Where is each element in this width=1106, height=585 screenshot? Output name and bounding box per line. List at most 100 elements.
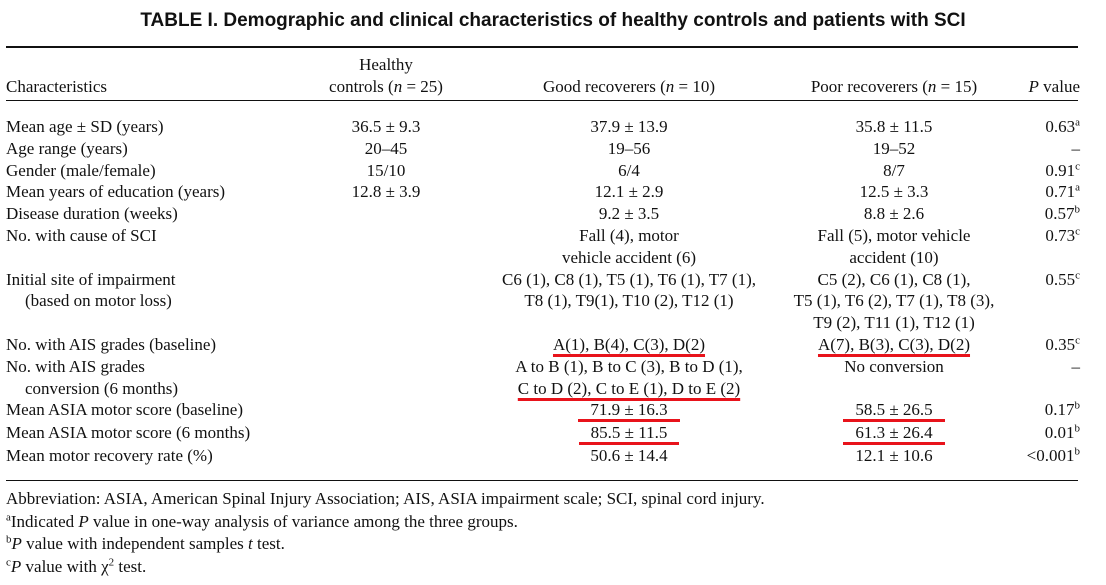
cell-pvalue: 0.01b xyxy=(1007,422,1080,445)
footnote-text: test. xyxy=(114,556,147,576)
pvalue-text: 0.73 xyxy=(1045,225,1076,245)
pvalue-mark: c xyxy=(1075,268,1080,281)
cell-good: 9.2 ± 3.5 xyxy=(598,204,660,224)
footnotes: Abbreviation: ASIA, American Spinal Inju… xyxy=(6,488,765,578)
pvalue-mark: b xyxy=(1074,445,1081,458)
cell-poor: 8/7 xyxy=(883,160,905,180)
pvalue-text: – xyxy=(1071,138,1081,158)
cell-pvalue: 0.91c xyxy=(1007,160,1080,182)
cell-good: 19–56 xyxy=(607,138,651,158)
row-label: Initial site of impairment (based on mot… xyxy=(6,269,295,334)
table-row: No. with cause of SCI Fall (4), motor ve… xyxy=(6,225,1080,269)
table-row: Mean age ± SD (years) 36.5 ± 9.3 37.9 ± … xyxy=(6,116,1080,138)
header-characteristics: Characteristics xyxy=(6,77,108,97)
footnote-mark: c xyxy=(6,555,11,568)
cell-pvalue: 0.57b xyxy=(1007,203,1080,225)
cell-line: C to D (2), C to E (1), D to E (2) xyxy=(477,378,781,400)
cell-line: C6 (1), C8 (1), T5 (1), T6 (1), T7 (1), xyxy=(501,269,757,289)
row-label: Mean ASIA motor score (6 months) xyxy=(6,423,251,443)
highlighted-value: A(7), B(3), C(3), D(2) xyxy=(817,334,971,354)
row-label: No. with AIS grades (baseline) xyxy=(6,334,217,354)
cell-poor: 12.5 ± 3.3 xyxy=(859,182,929,202)
footnote-abbreviation: Abbreviation: ASIA, American Spinal Inju… xyxy=(6,489,765,508)
cell-line: T9 (2), T11 (1), T12 (1) xyxy=(813,313,975,333)
table-row: Mean ASIA motor score (baseline) 71.9 ± … xyxy=(6,399,1080,423)
cell-pvalue: <0.001b xyxy=(1007,445,1080,467)
top-rule xyxy=(6,46,1078,48)
highlighted-value: 61.3 ± 26.4 xyxy=(843,423,945,446)
cell-healthy xyxy=(295,422,477,445)
highlighted-value: 71.9 ± 16.3 xyxy=(578,400,680,423)
footnote-text: value in one-way analysis of variance am… xyxy=(88,511,518,531)
cell-good: 50.6 ± 14.4 xyxy=(590,446,668,466)
label-line: No. with AIS grades xyxy=(6,356,145,376)
table-row: Mean years of education (years) 12.8 ± 3… xyxy=(6,181,1080,203)
pvalue-text: 0.63 xyxy=(1045,117,1076,136)
footnote-text: value with χ xyxy=(21,556,109,576)
footnote-text: Indicated xyxy=(10,511,79,531)
footnote-mark: b xyxy=(6,533,12,546)
cell-healthy xyxy=(295,356,477,400)
cell-line: T5 (1), T6 (2), T7 (1), T8 (3), xyxy=(793,291,995,311)
highlighted-value: 58.5 ± 26.5 xyxy=(843,400,945,423)
characteristics-table: Characteristics Healthy controls (n = 25… xyxy=(6,53,1080,467)
cell-pvalue: 0.71a xyxy=(1007,181,1080,203)
cell-poor: 12.1 ± 10.6 xyxy=(855,446,933,466)
table-title: TABLE I. Demographic and clinical charac… xyxy=(140,10,966,31)
cell-line: T8 (1), T9(1), T10 (2), T12 (1) xyxy=(524,291,734,311)
row-label: Mean age ± SD (years) xyxy=(6,117,164,136)
cell-line: C5 (2), C6 (1), C8 (1), xyxy=(817,269,971,289)
cell-pvalue: – xyxy=(1007,356,1081,400)
cell-line: vehicle accident (6) xyxy=(561,247,697,267)
pvalue-mark: c xyxy=(1075,334,1080,347)
pvalue-mark: a xyxy=(1075,181,1080,194)
header-rule xyxy=(6,100,1078,101)
pvalue-mark: b xyxy=(1074,203,1081,216)
row-label: Mean ASIA motor score (baseline) xyxy=(6,400,243,420)
cell-pvalue: – xyxy=(1007,138,1081,160)
row-label: No. with cause of SCI xyxy=(6,225,157,245)
cell-good: Fall (4), motor vehicle accident (6) xyxy=(477,225,781,269)
row-label: Gender (male/female) xyxy=(6,160,156,180)
p-symbol: P xyxy=(11,534,22,553)
pvalue-mark: c xyxy=(1075,225,1080,238)
table-row: Disease duration (weeks) 9.2 ± 3.5 8.8 ±… xyxy=(6,203,1080,225)
pvalue-mark: b xyxy=(1074,422,1081,435)
cell-poor: A(7), B(3), C(3), D(2) xyxy=(781,334,1007,356)
cell-pvalue: 0.17b xyxy=(1007,399,1080,422)
cell-good: 71.9 ± 16.3 xyxy=(477,399,781,423)
p-symbol: P xyxy=(10,556,22,576)
header-healthy-line1: Healthy xyxy=(359,55,413,75)
cell-line: A to B (1), B to C (3), B to D (1), xyxy=(515,356,743,376)
cell-good: 85.5 ± 11.5 xyxy=(477,422,781,446)
footnote-mark: a xyxy=(6,510,11,523)
table-row: No. with AIS grades (baseline) A(1), B(4… xyxy=(6,334,1080,356)
cell-good: 12.1 ± 2.9 xyxy=(594,182,664,202)
pvalue-text: 0.55 xyxy=(1045,269,1076,289)
footnote-text: test. xyxy=(252,534,285,553)
cell-poor: 35.8 ± 11.5 xyxy=(855,117,933,136)
label-line: (based on motor loss) xyxy=(25,291,172,311)
cell-poor: Fall (5), motor vehicle accident (10) xyxy=(781,225,1007,269)
pvalue-mark: c xyxy=(1075,159,1080,172)
table-row: Gender (male/female) 15/10 6/4 8/7 0.91c xyxy=(6,160,1080,182)
p-symbol: P xyxy=(78,511,89,531)
header-good: Good recoverers (n = 10) xyxy=(543,77,715,97)
cell-healthy: 20–45 xyxy=(364,138,408,158)
cell-poor: 58.5 ± 26.5 xyxy=(781,399,1007,423)
row-label: Disease duration (weeks) xyxy=(6,204,178,224)
cell-pvalue: 0.35c xyxy=(1007,334,1080,356)
pvalue-text: – xyxy=(1071,356,1081,376)
cell-line: accident (10) xyxy=(849,247,939,267)
pvalue-text: 0.17 xyxy=(1044,400,1075,420)
footnote-b: bP value with independent samples t test… xyxy=(6,533,765,556)
cell-healthy xyxy=(295,445,477,467)
pvalue-mark: b xyxy=(1074,399,1081,412)
cell-poor: No conversion xyxy=(844,356,944,376)
cell-pvalue: 0.55c xyxy=(1007,269,1080,334)
cell-healthy: 15/10 xyxy=(366,160,406,180)
cell-healthy xyxy=(295,225,477,269)
cell-good: 6/4 xyxy=(618,160,640,180)
footnote-a: aIndicated P value in one-way analysis o… xyxy=(6,511,765,534)
chi-square-exponent: 2 xyxy=(108,555,115,568)
